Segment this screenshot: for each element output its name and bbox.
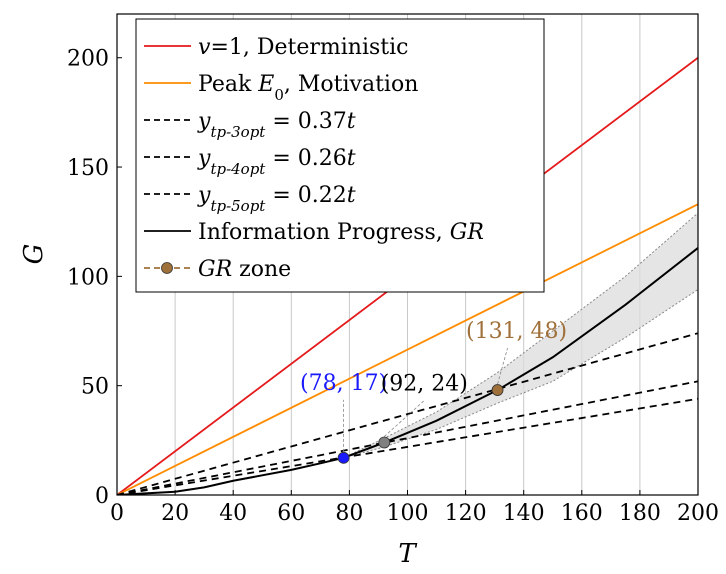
legend-entry-5: Information Progress, GR [198, 220, 484, 245]
x-tick-label: 60 [277, 501, 305, 526]
point-label-2: (131, 48) [466, 319, 567, 344]
series-line-3 [117, 380, 698, 495]
x-tick-label: 180 [619, 501, 661, 526]
x-tick-label: 80 [335, 501, 363, 526]
legend-box [135, 18, 545, 293]
x-tick-label: 40 [219, 501, 247, 526]
series-line-5 [117, 247, 698, 495]
x-tick-label: 140 [503, 501, 545, 526]
legend-entry-4: ytp-5opt = 0.22t [197, 183, 356, 215]
x-tick-label: 120 [445, 501, 487, 526]
y-axis-label: G [19, 244, 49, 265]
point-leader-2 [497, 347, 508, 385]
y-tick-label: 200 [67, 47, 109, 72]
legend-entry-1: Peak E0, Motivation [198, 72, 418, 104]
point-marker-2 [491, 384, 504, 396]
legend: v=1, Deterministic Peak E0, Motivation ytp… [135, 18, 545, 293]
x-tick-label: 20 [161, 501, 189, 526]
points-layer: (78, 17)(92, 24) (131, 48) [300, 319, 567, 464]
point-marker-0 [337, 451, 350, 464]
x-axis-label: T [398, 539, 417, 569]
x-tick-label: 200 [677, 501, 719, 526]
point-leader-1 [383, 400, 425, 437]
series-line-1 [117, 203, 698, 495]
series-line-2 [117, 332, 698, 495]
ticks-layer: 0 20 40 60 80 100 120 140 160 180 200 0 50 100 150 200 [67, 47, 719, 526]
legend-entry-3: ytp-4opt = 0.26t [197, 146, 356, 178]
point-marker-1 [378, 436, 391, 449]
point-label-1: (92, 24) [381, 372, 468, 397]
legend-marker-6 [161, 262, 173, 274]
y-tick-label: 100 [67, 265, 109, 290]
legend-entry-6: GR zone [198, 257, 291, 282]
point-label-0: (78, 17) [300, 371, 387, 396]
legend-entry-0: v=1, Deterministic [198, 35, 408, 60]
gr-zone-band [343, 212, 698, 458]
y-tick-label: 0 [95, 484, 109, 509]
y-tick-label: 150 [67, 156, 109, 181]
series-line-4 [117, 397, 698, 495]
x-tick-label: 100 [387, 501, 429, 526]
x-tick-label: 160 [561, 501, 603, 526]
y-tick-label: 50 [81, 375, 109, 400]
legend-entry-2: ytp-3opt = 0.37t [197, 109, 356, 141]
x-tick-label: 0 [110, 501, 124, 526]
